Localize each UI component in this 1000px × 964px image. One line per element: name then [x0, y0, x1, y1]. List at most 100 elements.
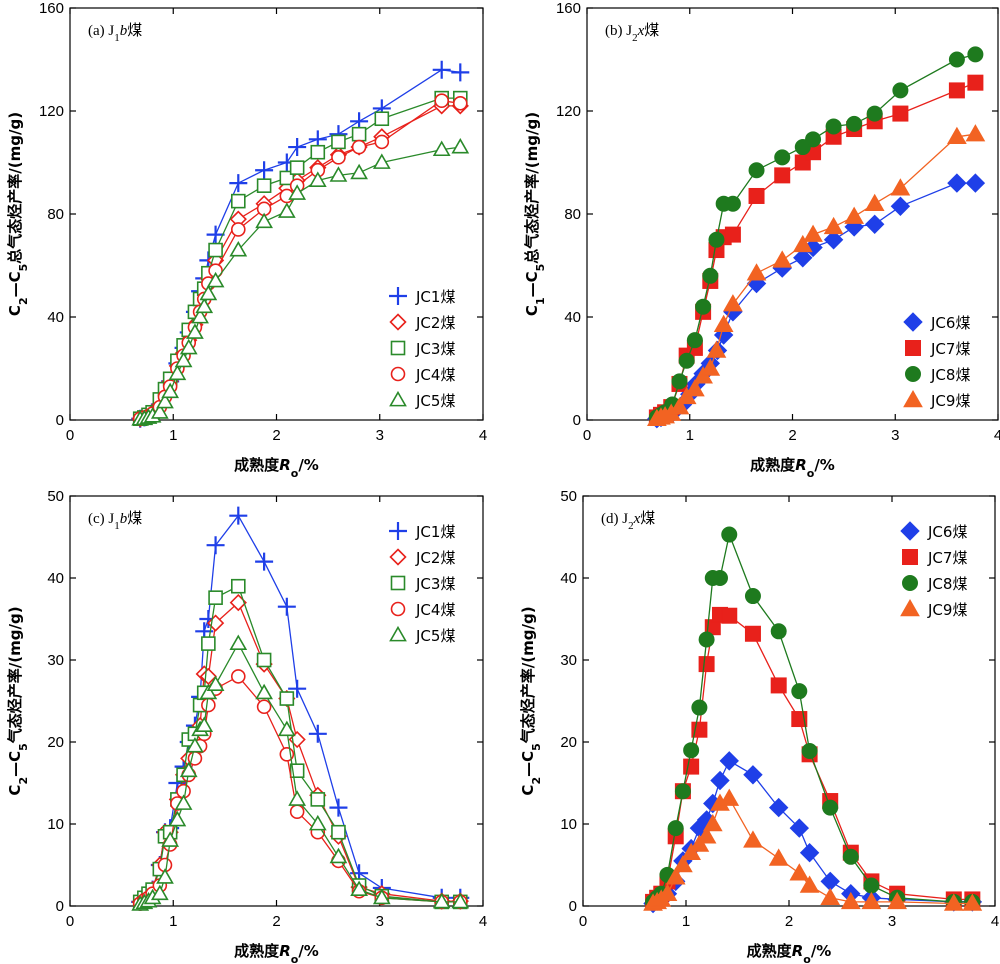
data-point: [168, 364, 187, 381]
data-point: [150, 403, 169, 419]
data-point: [206, 536, 225, 555]
x-tick-label: 0: [66, 913, 74, 930]
data-point: [161, 382, 180, 399]
legend-marker: [389, 287, 407, 305]
data-point: [823, 230, 844, 250]
data-point: [279, 691, 295, 706]
legend-marker: [389, 548, 407, 566]
legend-label: JC1煤: [415, 288, 455, 306]
legend-marker: [390, 601, 406, 617]
legend-label: JC3煤: [415, 575, 455, 593]
data-point: [229, 174, 248, 193]
legend-label: JC7煤: [930, 340, 970, 358]
series-line: [140, 105, 461, 420]
data-point: [331, 824, 346, 840]
chart-panel-d: 0 1 2 3 401020304050成熟度Ro/%C2—C5气态烃产率/(mg/g)…: [519, 488, 999, 964]
data-point: [289, 160, 305, 175]
data-point: [820, 887, 841, 906]
data-point: [967, 74, 984, 91]
data-point: [195, 297, 214, 314]
data-point: [310, 792, 326, 807]
data-point: [947, 126, 967, 144]
legend-marker: [389, 625, 407, 642]
data-point: [195, 716, 214, 733]
series-JC5煤: [131, 634, 470, 911]
data-point: [706, 340, 727, 358]
legend: JC6煤 JC7煤 JC8煤 JC9煤: [903, 312, 970, 410]
chart-panel-b: 0 1 2 3 404080120160成熟度Ro/%C1—C5总气态烃产率/(mg/g…: [523, 0, 1000, 480]
legend-label: JC9煤: [930, 392, 970, 410]
data-point: [686, 332, 703, 349]
data-point: [351, 139, 367, 155]
data-point: [168, 810, 187, 827]
data-point: [965, 173, 986, 193]
data-point: [890, 178, 911, 196]
data-point: [451, 63, 470, 82]
data-point: [206, 675, 225, 692]
data-point: [256, 652, 272, 668]
panel-title: (a) J1b煤: [88, 21, 142, 44]
data-point: [700, 358, 721, 376]
data-point: [674, 783, 691, 800]
y-tick-label: 0: [573, 412, 581, 429]
x-tick-label: 1: [169, 913, 177, 930]
data-point: [351, 126, 367, 142]
y-axis-label: C2—C5气态烃产率/(mg/g): [6, 606, 30, 795]
data-point: [846, 115, 863, 132]
data-point: [748, 162, 765, 179]
data-point: [683, 742, 700, 759]
legend-label: JC5煤: [415, 392, 455, 410]
legend: JC6煤 JC7煤 JC8煤 JC9煤: [900, 521, 967, 619]
series-JC4煤: [132, 669, 468, 911]
x-tick-label: 1: [682, 913, 690, 930]
data-point: [863, 877, 880, 894]
legend-label: JC5煤: [415, 627, 455, 645]
data-point: [770, 623, 787, 640]
y-tick-label: 50: [560, 488, 577, 505]
plot-frame: [69, 7, 484, 421]
data-point: [179, 761, 198, 778]
data-point: [432, 60, 451, 79]
series-JC1煤: [131, 506, 470, 911]
data-point: [844, 206, 865, 224]
x-tick-label: 1: [686, 427, 694, 444]
data-point: [820, 871, 840, 892]
data-point: [774, 149, 791, 166]
data-point: [799, 875, 820, 893]
legend-marker: [389, 522, 407, 540]
series-line: [139, 514, 461, 903]
x-tick-label: 2: [785, 913, 793, 930]
x-axis-label: 成熟度Ro/%: [750, 456, 835, 480]
data-point: [772, 250, 793, 268]
data-point: [308, 814, 327, 831]
legend-label: JC4煤: [415, 366, 455, 384]
data-point: [965, 124, 986, 142]
y-tick-label: 50: [47, 488, 64, 505]
data-point: [943, 893, 964, 911]
data-point: [678, 352, 695, 369]
data-point: [789, 863, 810, 881]
x-tick-label: 2: [272, 913, 280, 930]
x-tick-label: 3: [376, 913, 384, 930]
series-line: [140, 100, 461, 420]
data-point: [803, 224, 823, 242]
data-point: [174, 351, 193, 368]
data-point: [744, 625, 761, 642]
chart-panel-c: 0 1 2 3 401020304050成熟度Ro/%C2—C5气态烃产率/(mg/g)…: [6, 488, 487, 964]
x-tick-label: 4: [991, 913, 999, 930]
legend-marker: [903, 312, 923, 332]
data-point: [864, 193, 885, 211]
x-tick-label: 4: [479, 913, 487, 930]
legend-marker: [900, 598, 920, 617]
data-point: [805, 131, 822, 148]
data-point: [702, 813, 723, 832]
data-point: [255, 552, 274, 571]
legend-marker: [903, 389, 923, 408]
data-point: [451, 137, 470, 154]
data-point: [329, 798, 348, 817]
data-point: [825, 118, 842, 135]
data-point: [947, 173, 967, 193]
data-point: [230, 669, 246, 684]
data-point: [743, 830, 763, 848]
